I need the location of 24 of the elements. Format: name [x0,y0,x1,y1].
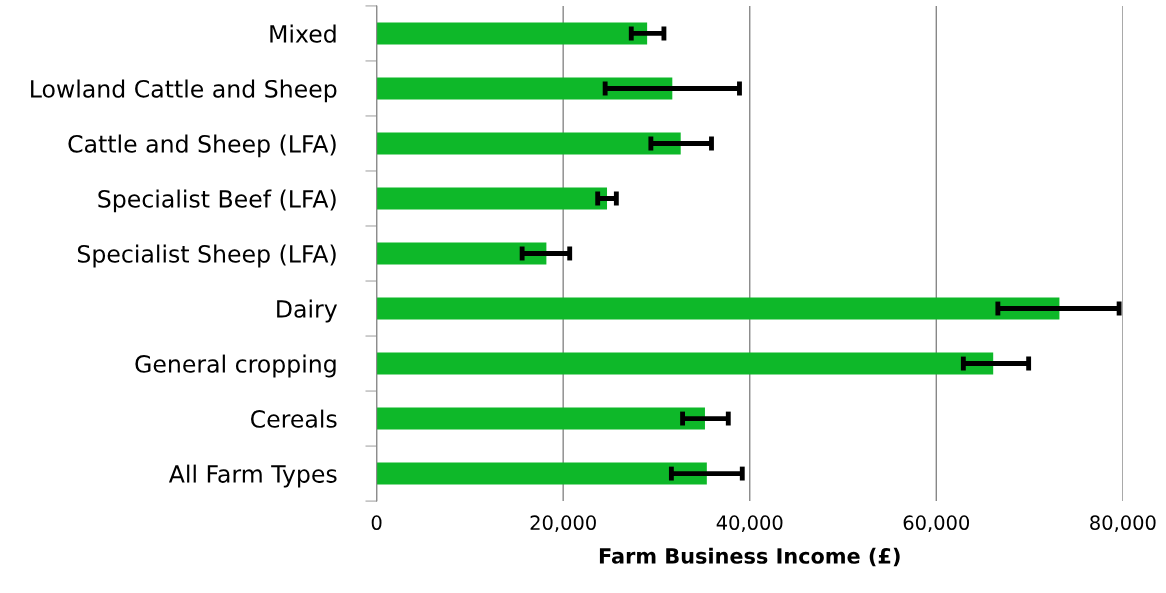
bar [376,187,608,210]
x-tick-label: 20,000 [530,515,596,533]
y-tick-label: All Farm Types [168,464,337,488]
bar [376,297,1060,320]
bar [376,462,707,485]
y-tick-label: Dairy [277,299,338,323]
bar [376,77,673,100]
bar [376,352,994,375]
y-tick-label: Cattle and Sheep (LFA) [68,134,336,158]
y-tick-label: Lowland Cattle and Sheep [31,79,337,103]
x-tick-label: 80,000 [1090,515,1156,533]
bar [376,242,547,265]
y-tick-label: Cereals [251,409,337,428]
bar [376,22,648,45]
y-tick-label: General cropping [135,354,336,378]
bar [376,132,681,155]
y-tick-label: Specialist Beef (LFA) [98,189,336,213]
x-tick-label: 0 [371,515,382,531]
x-tick-label: 40,000 [716,515,783,533]
x-tick-label: 60,000 [903,515,970,533]
y-tick-label: Specialist Sheep (LFA) [77,244,336,268]
x-axis-title: Farm Business Income (£) [599,547,900,567]
y-tick-label: Mixed [270,24,336,43]
bar [376,407,705,430]
